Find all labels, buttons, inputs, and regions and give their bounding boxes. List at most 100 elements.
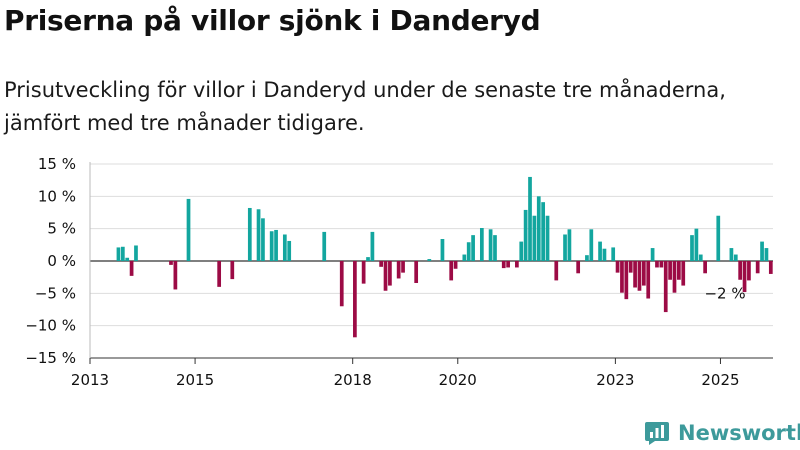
bar [523,209,528,261]
bar [747,261,751,281]
bar [466,242,471,261]
bar [532,215,537,261]
bar [545,215,550,261]
bar [598,241,602,261]
bar [764,248,769,261]
bar [729,248,734,261]
bar [217,261,222,287]
x-tick-label: 2020 [439,371,477,389]
bar [173,261,178,290]
bar [256,209,261,261]
bar [624,261,629,300]
bar [655,261,659,268]
bar [269,231,274,261]
bar [366,257,370,261]
bar [501,261,506,269]
y-axis-labels: −15 % −10 % −5 % 0 % 5 % 10 % 15 % [25,155,76,367]
bar [453,261,458,269]
bar [471,235,475,261]
x-tick-label: 2013 [71,371,109,389]
last-value-annotation: −2 % [704,284,745,302]
bar [768,261,773,274]
bar [760,241,764,261]
bar [716,215,721,261]
bar [738,261,743,280]
bar [493,235,497,261]
bar [339,261,344,307]
chart-subtitle: Prisutveckling för villor i Danderyd und… [4,78,726,135]
bar [120,246,125,261]
bar [554,261,559,281]
bar [230,261,235,280]
bar [274,229,278,261]
bar [646,261,651,299]
bar [733,254,738,261]
bar [536,196,541,261]
brand-name: Newsworthy [678,421,800,445]
bar [287,240,292,261]
bar [462,254,467,261]
bar [247,207,252,261]
bar [602,248,607,261]
bar [261,218,265,261]
bar [383,261,388,291]
bar [186,198,191,261]
bar [637,261,642,291]
bar [755,261,760,274]
bar [282,234,287,261]
bar [361,261,366,284]
bar [589,229,594,261]
bar [641,261,646,286]
bar [396,261,401,279]
bar [488,229,493,261]
y-tick-label: 15 % [38,155,76,173]
bar [129,261,134,276]
bar [134,245,138,261]
bar [585,255,589,261]
newsworthy-logo: Newsworthy [644,420,800,446]
bars [116,176,773,338]
bar [449,261,454,281]
bar [742,261,747,293]
bar [116,247,121,261]
bar [659,261,664,268]
bar [125,257,130,261]
bar [401,261,405,273]
bar [677,261,681,280]
y-tick-label: −5 % [35,284,76,302]
x-tick-label: 2015 [176,371,214,389]
bar [169,261,173,265]
bar [576,261,581,274]
bar [668,261,672,280]
bar [703,261,707,274]
bar [427,259,432,261]
bar-chart: −15 %−10 %−5 %0 %5 %10 %15 % 2013 2015 201… [25,155,773,389]
bar [440,239,445,261]
y-tick-label: 0 % [47,252,76,270]
bar [567,229,572,261]
bar [681,261,686,286]
y-tick-label: 10 % [38,187,76,205]
bar [322,231,327,261]
bar [633,261,637,288]
bar [528,176,532,261]
bar [479,228,484,261]
bar [506,261,510,268]
bar [672,261,677,293]
newsworthy-logo-icon [645,422,669,445]
x-tick-label: 2025 [701,371,739,389]
x-tick-label: 2023 [596,371,634,389]
bar [515,261,519,268]
bar [620,261,624,293]
bar [370,231,375,261]
bar [663,261,668,313]
bar [414,261,419,283]
x-axis: 2013 2015 2018 2020 2023 2025 [71,162,773,389]
bar [563,234,567,261]
bar [388,261,392,286]
bar [650,248,655,261]
bar [611,247,616,261]
y-tick-label: 5 % [47,220,76,238]
bar [698,254,703,261]
x-tick-label: 2018 [334,371,372,389]
